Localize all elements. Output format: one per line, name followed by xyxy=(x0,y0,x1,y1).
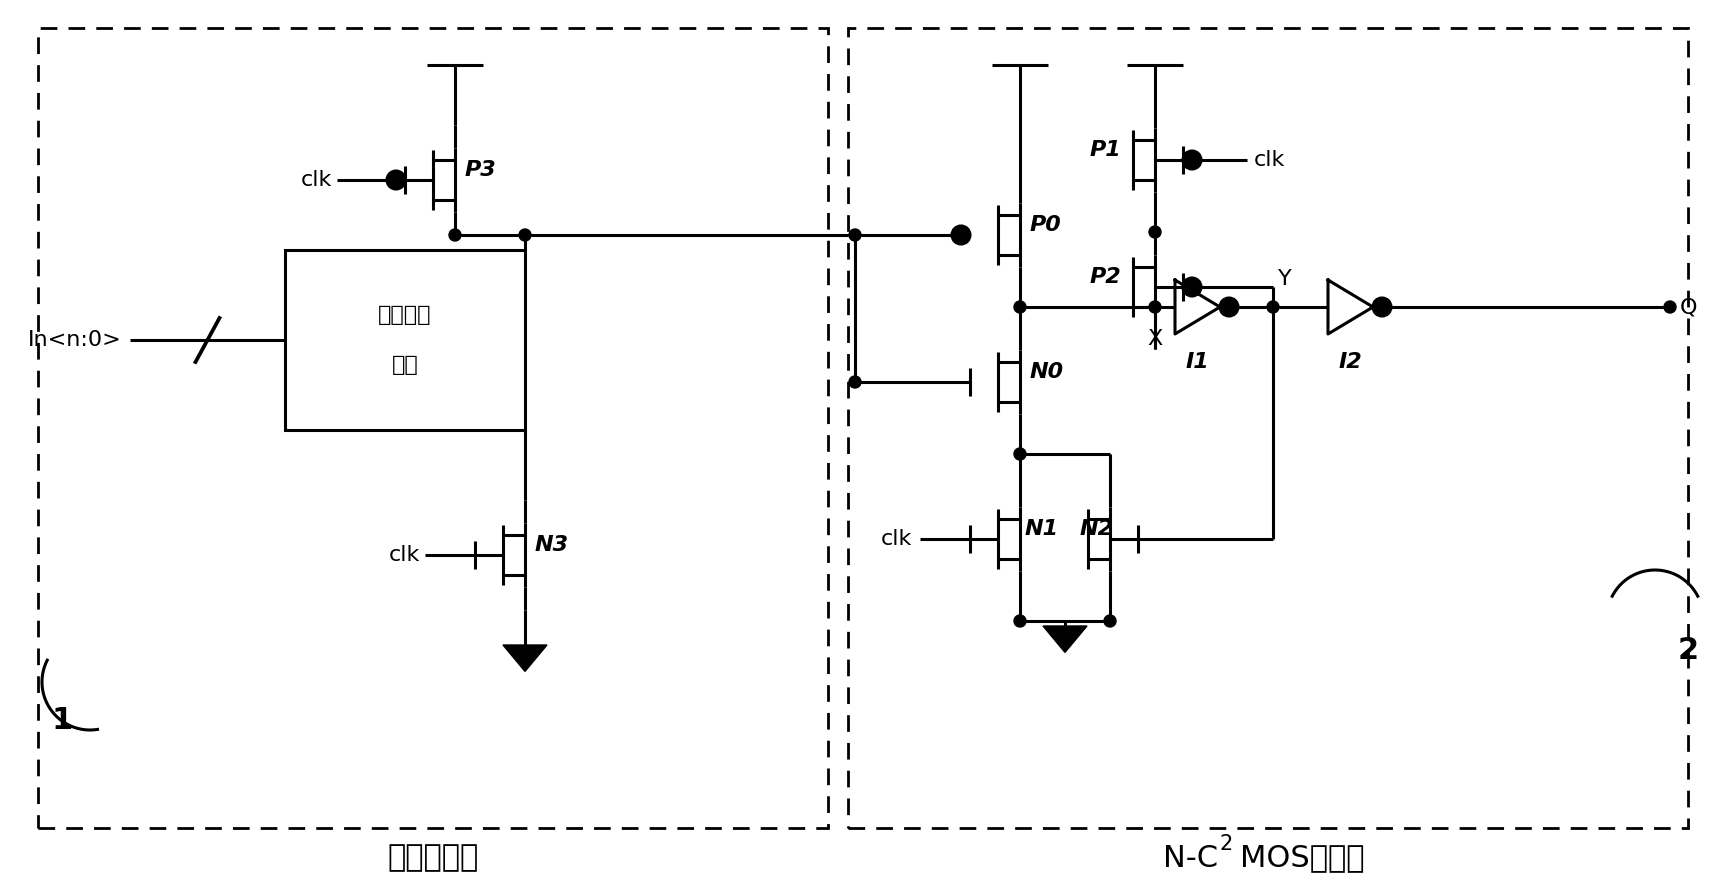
Text: N2: N2 xyxy=(1080,519,1115,539)
Circle shape xyxy=(387,171,404,189)
Text: clk: clk xyxy=(1255,150,1286,170)
Circle shape xyxy=(1267,301,1279,313)
Bar xyxy=(848,28,1688,828)
Circle shape xyxy=(1014,448,1026,460)
Text: 2: 2 xyxy=(1220,834,1234,854)
Text: 网络: 网络 xyxy=(392,355,418,375)
Text: MOS锁存器: MOS锁存器 xyxy=(1241,844,1365,872)
Text: P0: P0 xyxy=(1030,215,1061,235)
Circle shape xyxy=(449,229,461,241)
Polygon shape xyxy=(503,645,548,671)
Text: N0: N0 xyxy=(1030,362,1064,382)
Circle shape xyxy=(1664,301,1676,313)
Circle shape xyxy=(848,229,861,241)
Text: N3: N3 xyxy=(536,535,569,555)
Text: P2: P2 xyxy=(1089,267,1121,287)
Circle shape xyxy=(1104,615,1116,627)
Text: In<n:0>: In<n:0> xyxy=(28,330,123,350)
Text: clk: clk xyxy=(389,545,420,565)
Text: 动态门电路: 动态门电路 xyxy=(387,844,479,872)
Text: I2: I2 xyxy=(1339,352,1362,372)
Text: Y: Y xyxy=(1279,269,1293,289)
Circle shape xyxy=(1014,301,1026,313)
Circle shape xyxy=(1014,615,1026,627)
Text: clk: clk xyxy=(881,529,912,549)
Text: Q: Q xyxy=(1680,297,1697,317)
Text: I1: I1 xyxy=(1185,352,1210,372)
Circle shape xyxy=(1184,278,1201,296)
Bar xyxy=(38,28,828,828)
Text: X: X xyxy=(1147,329,1163,349)
Text: N-C: N-C xyxy=(1163,844,1218,872)
Circle shape xyxy=(1220,298,1237,316)
Text: P1: P1 xyxy=(1089,140,1121,160)
Text: clk: clk xyxy=(301,170,332,190)
Text: 2: 2 xyxy=(1678,635,1699,664)
Text: 1: 1 xyxy=(52,706,73,735)
Circle shape xyxy=(1184,151,1201,169)
Circle shape xyxy=(518,229,530,241)
Text: N1: N1 xyxy=(1025,519,1059,539)
Circle shape xyxy=(1374,298,1391,316)
Text: P3: P3 xyxy=(465,160,496,180)
Circle shape xyxy=(848,376,861,388)
Bar xyxy=(285,250,525,430)
Circle shape xyxy=(1149,301,1161,313)
Circle shape xyxy=(1149,226,1161,238)
Polygon shape xyxy=(1044,626,1087,652)
Text: 下拉逻辑: 下拉逻辑 xyxy=(378,305,432,325)
Circle shape xyxy=(952,226,969,244)
